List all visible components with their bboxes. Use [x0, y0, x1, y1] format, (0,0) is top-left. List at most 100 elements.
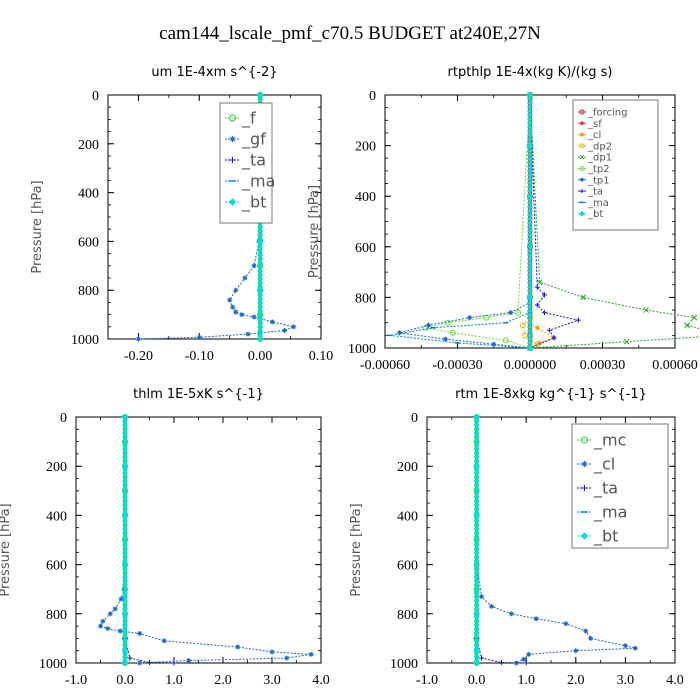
legend-entry: _sf	[587, 119, 602, 130]
y-tick-label: 200	[397, 460, 418, 475]
panel-subtitle: rtm 1E-8xkg kg^{-1} s^{-1}	[455, 387, 647, 402]
legend-marker	[581, 436, 588, 444]
legend-marker	[580, 177, 584, 182]
series-line	[476, 417, 527, 664]
legend-marker	[229, 157, 236, 163]
legend-marker	[229, 136, 236, 142]
series-point	[118, 596, 124, 602]
plot-area	[98, 413, 314, 667]
legend-marker	[228, 198, 237, 206]
panel-4: rtm 1E-8xkg kg^{-1} s^{-1} 0 200 400 600 800 1…	[349, 387, 684, 688]
plot-frame	[107, 94, 322, 340]
y-tick-label: 400	[355, 190, 376, 205]
series-point	[105, 626, 111, 632]
series-point	[583, 628, 589, 634]
legend-entry: _forcing	[587, 108, 628, 119]
y-tick-label: 1000	[71, 333, 99, 348]
x-tick-label: 0.0	[468, 673, 486, 688]
legend-entry: _ma	[593, 503, 627, 523]
x-tick-label: 3.0	[263, 673, 281, 688]
legend-entry: _f	[241, 109, 256, 129]
legend-entry: _cl	[593, 455, 615, 475]
series-point	[284, 655, 290, 661]
series-point	[563, 621, 569, 627]
figure-title: cam144_lscale_pmf_c70.5 BUDGET at240E,27…	[159, 23, 541, 44]
legend-marker	[579, 210, 585, 217]
legend-entry: _dp1	[587, 153, 612, 164]
y-tick-label: 800	[46, 608, 67, 623]
series-point	[542, 292, 547, 298]
y-tick-label: 400	[46, 509, 67, 524]
series-point	[508, 310, 514, 316]
panel-2: rtpthlp 1E-4x(kg K)/(kg s) 0 200 400 600 800 1…	[307, 65, 700, 373]
x-tick-label: -0.00030	[432, 358, 482, 373]
y-tick-label: 1000	[39, 657, 67, 672]
series-point	[161, 638, 167, 644]
legend-marker	[579, 143, 585, 149]
series-point	[112, 606, 118, 612]
series-point	[242, 275, 248, 281]
series-line	[124, 417, 175, 664]
series-point	[251, 263, 257, 269]
y-tick-label: 0	[369, 89, 376, 104]
series-point	[269, 649, 275, 655]
y-tick-label: 800	[355, 291, 376, 306]
legend-entry: _ta	[587, 187, 603, 198]
series-point	[135, 336, 141, 342]
x-tick-label: 0.10	[309, 349, 334, 364]
x-tick-label: 0.00030	[580, 358, 626, 373]
y-tick-label: 600	[355, 241, 376, 256]
series-point	[479, 655, 485, 661]
series-point	[526, 651, 532, 657]
plot-frame	[75, 416, 322, 664]
series-point	[467, 315, 473, 321]
legend-entry: _mc	[593, 431, 626, 451]
legend-entry: _bt	[593, 527, 618, 547]
series-point	[622, 643, 628, 649]
series-point	[444, 319, 451, 326]
series-point	[623, 338, 630, 345]
series-point	[536, 279, 543, 286]
legend-marker	[580, 189, 584, 194]
y-tick-label: 0	[92, 89, 99, 104]
series-point	[122, 658, 128, 664]
series-point	[137, 630, 143, 636]
y-tick-label: 800	[397, 608, 418, 623]
series-point	[479, 594, 485, 600]
y-tick-label: 0	[60, 411, 67, 426]
series-line	[99, 417, 312, 664]
x-tick-label: 4.0	[312, 673, 330, 688]
legend-marker	[579, 154, 585, 160]
legend-marker	[580, 532, 589, 540]
y-tick-label: 600	[397, 559, 418, 574]
y-tick-label: 200	[355, 140, 376, 155]
series-point	[573, 648, 579, 654]
y-tick-label: 600	[46, 559, 67, 574]
y-tick-label: 800	[78, 284, 99, 299]
y-tick-label: 1000	[348, 342, 376, 357]
series-point	[239, 312, 245, 318]
series-point	[269, 319, 275, 325]
series-point	[580, 294, 587, 301]
series-point	[473, 658, 480, 664]
legend-entry: _cl	[587, 130, 601, 141]
series-point	[171, 660, 177, 666]
series-point	[534, 284, 540, 290]
series-point	[196, 334, 202, 340]
series-point	[534, 325, 540, 331]
series-point	[691, 314, 698, 321]
series-point	[508, 611, 514, 617]
series-point	[251, 314, 257, 320]
series-point	[147, 660, 152, 666]
series-point	[281, 327, 287, 333]
plot-area	[387, 91, 700, 352]
y-tick-label: 200	[78, 138, 99, 153]
series-point	[632, 645, 638, 651]
x-tick-label: 2.0	[567, 673, 585, 688]
legend-entry: _ta	[593, 479, 618, 499]
y-axis-label: Pressure [hPa]	[30, 180, 45, 273]
legend: _forcing_sf_cl_dp2_dp1_tp2_tp1_ta_ma_bt	[572, 99, 659, 231]
series-point	[230, 304, 236, 310]
legend-marker	[581, 485, 588, 491]
